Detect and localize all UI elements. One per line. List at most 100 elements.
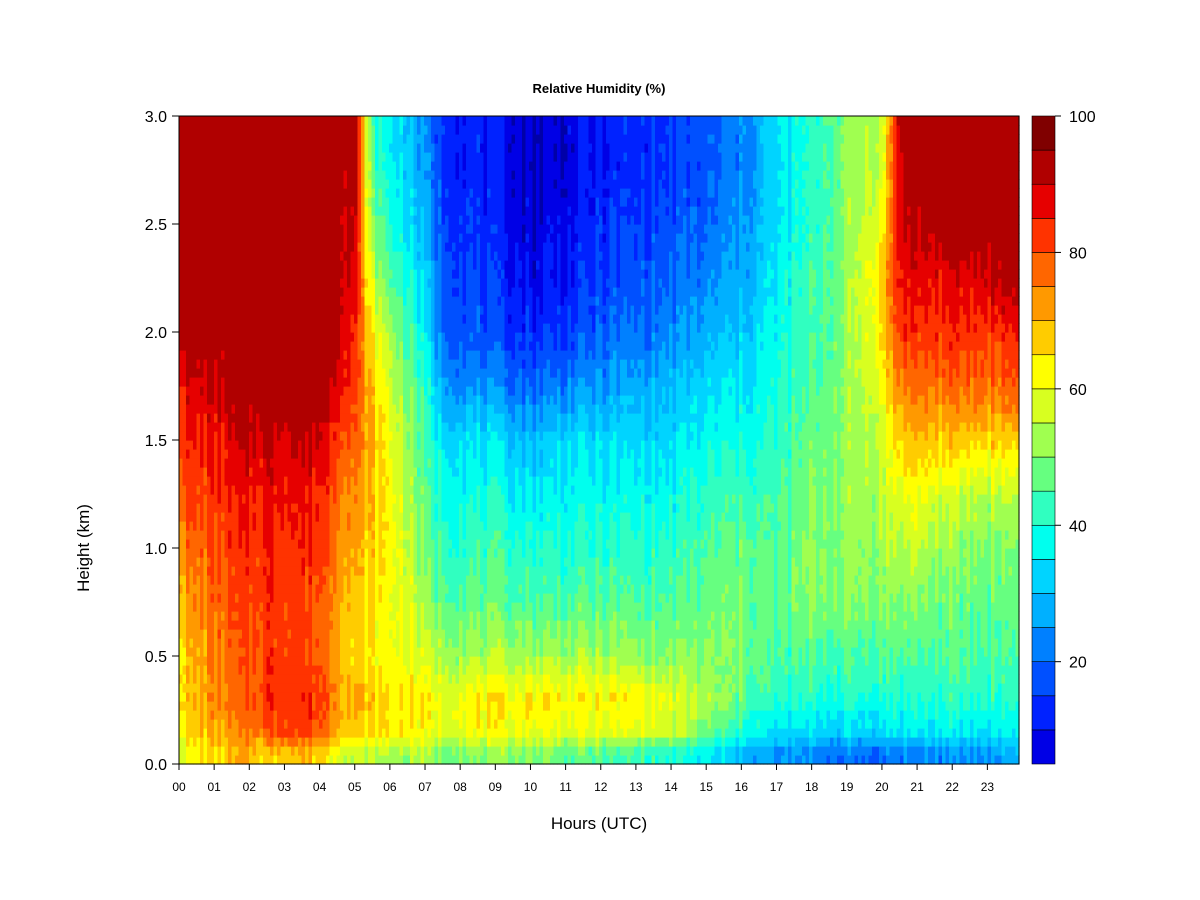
- heatmap-cell: [378, 647, 383, 657]
- heatmap-cell: [270, 521, 275, 531]
- heatmap-cell: [368, 215, 373, 225]
- heatmap-cell: [319, 323, 324, 333]
- heatmap-cell: [214, 368, 219, 378]
- heatmap-cell: [336, 395, 341, 405]
- heatmap-cell: [256, 305, 261, 315]
- heatmap-cell: [214, 647, 219, 657]
- heatmap-cell: [231, 161, 236, 171]
- heatmap-cell: [403, 548, 408, 558]
- heatmap-cell: [231, 530, 236, 540]
- heatmap-cell: [340, 746, 345, 756]
- heatmap-cell: [277, 647, 282, 657]
- heatmap-cell: [413, 638, 418, 648]
- heatmap-cell: [214, 728, 219, 738]
- heatmap-cell: [364, 260, 369, 270]
- heatmap-cell: [186, 152, 191, 162]
- heatmap-cell: [189, 602, 194, 612]
- heatmap-cell: [245, 611, 250, 621]
- heatmap-cell: [186, 278, 191, 288]
- heatmap-cell: [221, 710, 226, 720]
- heatmap-cell: [340, 629, 345, 639]
- heatmap-cell: [214, 530, 219, 540]
- heatmap-cell: [340, 206, 345, 216]
- heatmap-cell: [284, 629, 289, 639]
- heatmap-cell: [385, 755, 390, 765]
- heatmap-cell: [406, 710, 411, 720]
- heatmap-cell: [277, 116, 282, 126]
- heatmap-cell: [413, 467, 418, 477]
- heatmap-cell: [396, 593, 401, 603]
- heatmap-cell: [277, 755, 282, 765]
- heatmap-cell: [312, 332, 317, 342]
- heatmap-cell: [182, 647, 187, 657]
- heatmap-cell: [305, 476, 310, 486]
- heatmap-cell: [263, 359, 268, 369]
- heatmap-cell: [315, 296, 320, 306]
- heatmap-cell: [273, 251, 278, 261]
- heatmap-cell: [242, 611, 247, 621]
- heatmap-cell: [399, 539, 404, 549]
- heatmap-cell: [200, 494, 205, 504]
- heatmap-cell: [322, 305, 327, 315]
- heatmap-cell: [266, 620, 271, 630]
- heatmap-cell: [256, 620, 261, 630]
- heatmap-cell: [396, 269, 401, 279]
- heatmap-cell: [354, 233, 359, 243]
- heatmap-cell: [389, 170, 394, 180]
- heatmap-cell: [256, 539, 261, 549]
- heatmap-cell: [392, 125, 397, 135]
- heatmap-cell: [410, 512, 415, 522]
- heatmap-cell: [371, 386, 376, 396]
- heatmap-cell: [277, 359, 282, 369]
- heatmap-cell: [392, 170, 397, 180]
- heatmap-cell: [322, 341, 327, 351]
- heatmap-cell: [417, 404, 422, 414]
- heatmap-cell: [305, 386, 310, 396]
- heatmap-cell: [189, 314, 194, 324]
- heatmap-cell: [277, 197, 282, 207]
- heatmap-cell: [396, 143, 401, 153]
- heatmap-cell: [228, 251, 233, 261]
- heatmap-cell: [210, 179, 215, 189]
- heatmap-cell: [312, 269, 317, 279]
- heatmap-cell: [382, 557, 387, 567]
- heatmap-cell: [403, 638, 408, 648]
- heatmap-cell: [305, 170, 310, 180]
- heatmap-cell: [189, 755, 194, 765]
- heatmap-cell: [406, 368, 411, 378]
- heatmap-cell: [354, 494, 359, 504]
- heatmap-cell: [308, 557, 313, 567]
- heatmap-cell: [193, 593, 198, 603]
- heatmap-cell: [231, 449, 236, 459]
- heatmap-cell: [189, 224, 194, 234]
- heatmap-cell: [319, 179, 324, 189]
- heatmap-cell: [385, 584, 390, 594]
- heatmap-cell: [333, 755, 338, 765]
- heatmap-cell: [217, 647, 222, 657]
- heatmap-cell: [228, 224, 233, 234]
- heatmap-cell: [354, 305, 359, 315]
- heatmap-cell: [364, 701, 369, 711]
- heatmap-cell: [287, 143, 292, 153]
- heatmap-cell: [252, 602, 257, 612]
- heatmap-cell: [203, 359, 208, 369]
- heatmap-cell: [333, 485, 338, 495]
- heatmap-cell: [266, 485, 271, 495]
- heatmap-cell: [375, 575, 380, 585]
- heatmap-cell: [354, 413, 359, 423]
- heatmap-cell: [340, 215, 345, 225]
- heatmap-cell: [396, 458, 401, 468]
- heatmap-cell: [301, 719, 306, 729]
- heatmap-cell: [182, 206, 187, 216]
- heatmap-cell: [182, 440, 187, 450]
- heatmap-cell: [392, 683, 397, 693]
- heatmap-cell: [329, 170, 334, 180]
- heatmap-cell: [319, 476, 324, 486]
- heatmap-cell: [357, 440, 362, 450]
- heatmap-cell: [182, 548, 187, 558]
- heatmap-cell: [392, 233, 397, 243]
- heatmap-cell: [287, 512, 292, 522]
- heatmap-cell: [196, 494, 201, 504]
- heatmap-cell: [291, 134, 296, 144]
- heatmap-cell: [221, 674, 226, 684]
